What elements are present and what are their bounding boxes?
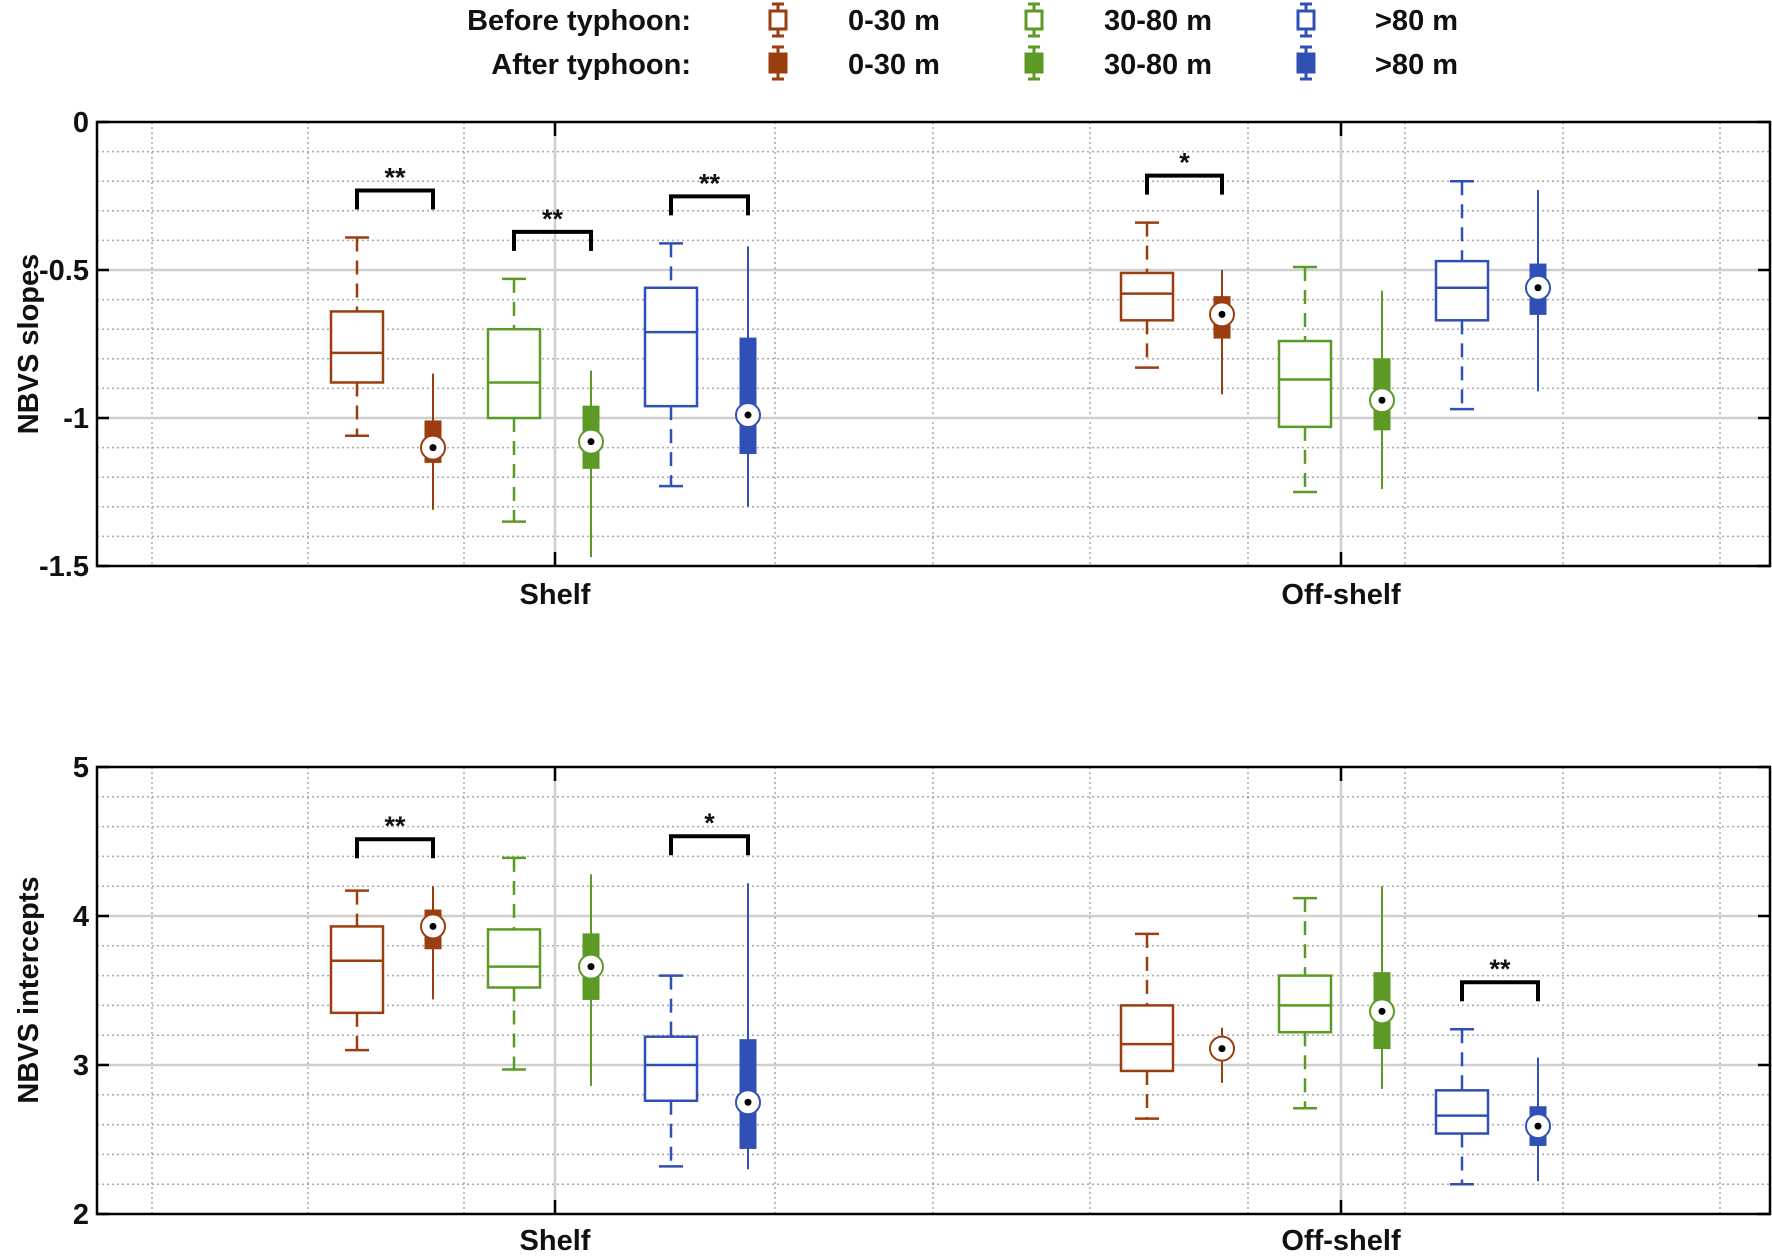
intercepts-y-axis-label: NBVS intercepts: [13, 876, 45, 1103]
intercepts-significance-bracket-1-2-label: **: [384, 811, 406, 841]
intercepts-y-tick-label: 3: [73, 1050, 89, 1082]
slopes-box-off-shelf-30-80-m-before: [1277, 339, 1333, 429]
legend-label-before-80: >80 m: [1375, 5, 1458, 37]
legend-marker-before-0-30-m: [768, 9, 788, 31]
slopes-box-shelf-gt80-m-after: [739, 337, 757, 455]
slopes-plot-frame: [95, 120, 1772, 568]
legend-label-after-80: >80 m: [1375, 49, 1458, 81]
slopes-box-off-shelf-0-30-m-before: [1119, 271, 1175, 322]
slopes-significance-bracket-7-8-label: *: [1179, 148, 1190, 178]
slopes-box-shelf-gt80-m-after-median-dot: [744, 411, 752, 419]
slopes-box-shelf-30-80-m-before: [486, 327, 542, 420]
slopes-box-off-shelf-0-30-m-after-median-dot: [1218, 310, 1226, 318]
slopes-y-tick-label: -0.5: [39, 255, 89, 287]
slopes-box-off-shelf-gt80-m-before: [1434, 259, 1490, 322]
intercepts-box-off-shelf-gt80-m-before: [1434, 1089, 1490, 1135]
intercepts-box-shelf-gt80-m-before: [643, 1035, 699, 1103]
slopes-significance-bracket-3-4-label: **: [542, 204, 564, 234]
slopes-ticks: 0 -0.5 -1 -1.5: [39, 107, 1770, 583]
slopes-box-off-shelf-gt80-m-after-median-dot: [1534, 284, 1542, 292]
slopes-box-off-shelf-30-80-m-after-median-dot: [1378, 396, 1386, 404]
slopes-panel: 0-0.5-1-1.5 ******* NBVS slopes Shelf Of…: [13, 107, 1772, 611]
intercepts-x-label-shelf: Shelf: [520, 1225, 591, 1253]
slopes-box-shelf-0-30-m-before: [329, 310, 385, 384]
slopes-significance-bracket-1-2-label: **: [384, 162, 406, 192]
intercepts-significance-bracket-11-12: [1460, 980, 1540, 1002]
intercepts-box-shelf-30-80-m-after-median-dot: [587, 963, 595, 971]
intercepts-y-tick-label: 4: [73, 901, 89, 933]
intercepts-box-off-shelf-0-30-m-before: [1119, 1004, 1175, 1073]
slopes-significance-bracket-5-6-label: **: [699, 168, 721, 198]
slopes-boxes: [329, 179, 1551, 558]
legend-label-before-30-80: 30-80 m: [1104, 5, 1212, 37]
slopes-y-tick-label: -1: [63, 403, 89, 435]
intercepts-significance-bracket-1-2: [355, 837, 435, 859]
intercepts-significance-bracket-11-12-label: **: [1489, 954, 1511, 984]
intercepts-box-off-shelf-30-80-m-before: [1277, 974, 1333, 1034]
intercepts-grid: [97, 767, 1770, 1214]
slopes-significance: *******: [355, 148, 1224, 251]
legend-label-after-0-30: 0-30 m: [848, 49, 940, 81]
intercepts-boxes: [329, 856, 1551, 1186]
legend-marker-after-gt80-m: [1296, 52, 1316, 74]
intercepts-box-off-shelf-gt80-m-after-median-dot: [1534, 1122, 1542, 1130]
slopes-significance-bracket-7-8: [1145, 173, 1224, 195]
intercepts-box-shelf-30-80-m-before: [486, 928, 542, 989]
legend-marker-after-30-80-m: [1024, 52, 1044, 74]
legend-label-before-0-30: 0-30 m: [848, 5, 940, 37]
intercepts-box-off-shelf-0-30-m-after-median-dot: [1218, 1045, 1226, 1053]
slopes-x-label-off-shelf: Off-shelf: [1281, 579, 1401, 611]
legend-before-label: Before typhoon:: [467, 5, 691, 37]
intercepts-box-shelf-0-30-m-after-median-dot: [429, 922, 437, 930]
intercepts-significance-bracket-5-6-label: *: [704, 808, 715, 838]
intercepts-x-label-off-shelf: Off-shelf: [1281, 1225, 1401, 1253]
slopes-box-shelf-30-80-m-after-median-dot: [587, 438, 595, 446]
intercepts-significance: ** ***: [355, 808, 1540, 1002]
slopes-significance-bracket-3-4: [512, 229, 593, 251]
slopes-significance-bracket-5-6: [669, 194, 750, 216]
intercepts-box-shelf-0-30-m-before: [329, 925, 385, 1015]
slopes-grid: [97, 122, 1770, 566]
legend-marker-before-gt80-m: [1296, 9, 1316, 31]
intercepts-box-shelf-gt80-m-after-median-dot: [744, 1098, 752, 1106]
intercepts-plot-frame: [95, 765, 1772, 1216]
slopes-box-shelf-gt80-m-before: [643, 286, 699, 408]
intercepts-ticks: 5 4 3 2: [73, 752, 1770, 1231]
slopes-x-label-shelf: Shelf: [520, 579, 591, 611]
intercepts-y-tick-label: 2: [73, 1199, 89, 1231]
legend-label-after-30-80: 30-80 m: [1104, 49, 1212, 81]
legend-marker-after-0-30-m: [768, 52, 788, 74]
intercepts-box-off-shelf-30-80-m-after-median-dot: [1378, 1007, 1386, 1015]
slopes-box-shelf-0-30-m-after-median-dot: [429, 444, 437, 452]
slopes-significance-bracket-1-2: [355, 188, 435, 210]
intercepts-significance-bracket-5-6: [669, 834, 750, 856]
intercepts-y-tick-label: 5: [73, 752, 89, 784]
slopes-y-axis-label: NBVS slopes: [13, 254, 45, 435]
slopes-y-tick-label: 0: [73, 107, 89, 139]
legend-after-label: After typhoon:: [491, 49, 691, 81]
legend-marker-before-30-80-m: [1024, 9, 1044, 31]
slopes-y-tick-label: -1.5: [39, 551, 89, 583]
legend: Before typhoon: After typhoon: 0-30 m 0-…: [467, 2, 1458, 81]
